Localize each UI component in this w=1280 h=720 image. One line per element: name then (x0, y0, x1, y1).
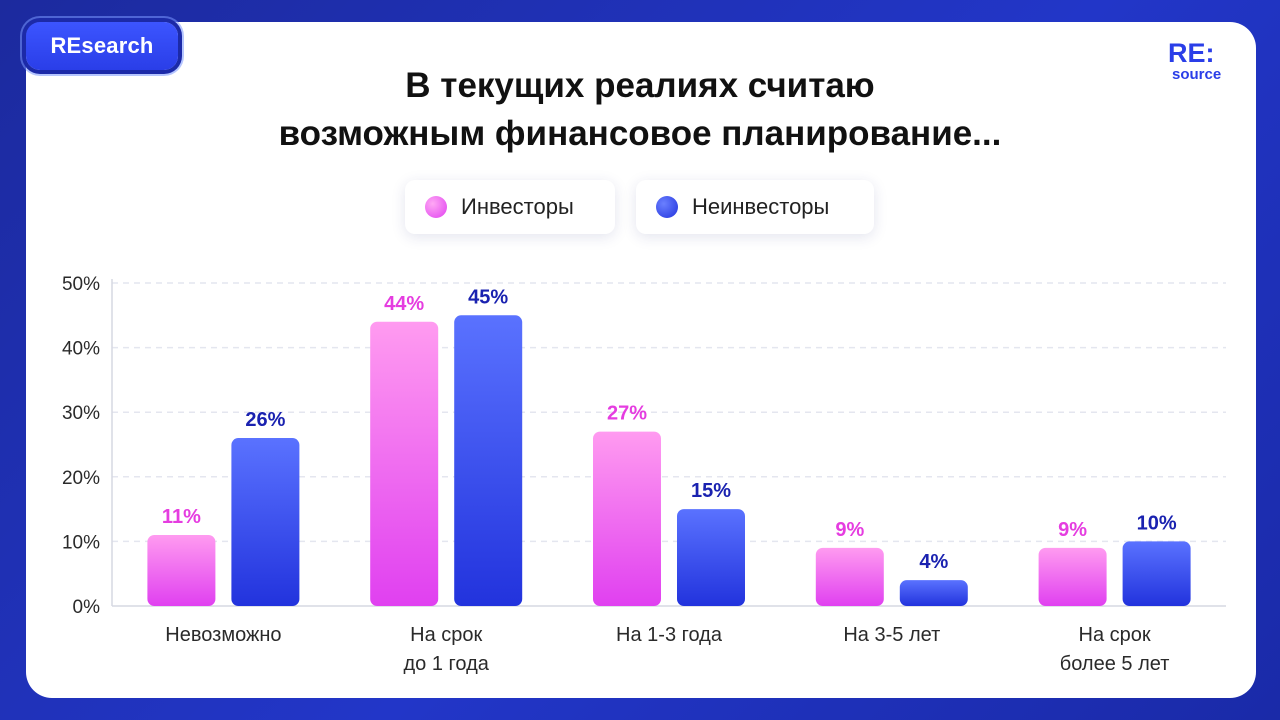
x-tick-label: На срок (1079, 624, 1151, 646)
research-badge: REsearch (26, 22, 178, 70)
x-tick-label: На 3-5 лет (843, 624, 940, 646)
bar-noninvestors (454, 315, 523, 606)
y-tick-label: 0% (73, 597, 101, 618)
y-tick-label: 30% (62, 403, 100, 424)
bar-investors (815, 547, 884, 606)
legend-item-investors: Инвесторы (405, 180, 615, 234)
x-tick-label: Невозможно (165, 624, 281, 646)
bar-noninvestors (899, 580, 968, 606)
chart-title-line-2: возможным финансовое планирование... (278, 114, 1002, 153)
data-label: 15% (691, 480, 731, 502)
logo-bottom-text: source (1172, 66, 1222, 83)
data-label: 4% (919, 551, 948, 573)
bar-investors (1038, 547, 1107, 606)
data-label: 9% (835, 519, 864, 541)
resource-logo: RE: source (1168, 40, 1238, 83)
data-label: 10% (1137, 512, 1177, 534)
legend-swatch-noninvestors (656, 196, 678, 218)
x-tick-label: более 5 лет (1060, 653, 1170, 675)
y-tick-label: 20% (62, 468, 100, 489)
bar-noninvestors (231, 438, 300, 606)
bar-noninvestors (677, 509, 745, 606)
bar-noninvestors (1122, 541, 1191, 606)
x-tick-label: На 1-3 года (616, 624, 723, 646)
chart-title: В текущих реалиях считаю возможным финан… (140, 62, 1140, 158)
data-label: 11% (162, 506, 201, 528)
legend-label-noninvestors: Неинвесторы (692, 194, 830, 219)
data-label: 9% (1058, 519, 1087, 541)
y-tick-label: 50% (62, 274, 100, 295)
bar-investors (593, 431, 661, 606)
y-tick-label: 40% (62, 339, 100, 360)
x-tick-label: до 1 года (404, 653, 490, 675)
data-label: 45% (468, 286, 508, 308)
x-tick-label: На срок (410, 624, 482, 646)
data-label: 44% (384, 293, 424, 315)
chart-title-line-1: В текущих реалиях считаю (405, 66, 875, 105)
bar-investors (147, 534, 216, 606)
legend-label-investors: Инвесторы (461, 194, 574, 219)
logo-top-text: RE: (1168, 38, 1215, 68)
legend-item-noninvestors: Неинвесторы (636, 180, 874, 234)
bar-investors (370, 321, 439, 606)
y-tick-label: 10% (62, 532, 100, 553)
data-label: 27% (607, 403, 647, 425)
data-label: 26% (245, 409, 285, 431)
legend-swatch-investors (425, 196, 447, 218)
